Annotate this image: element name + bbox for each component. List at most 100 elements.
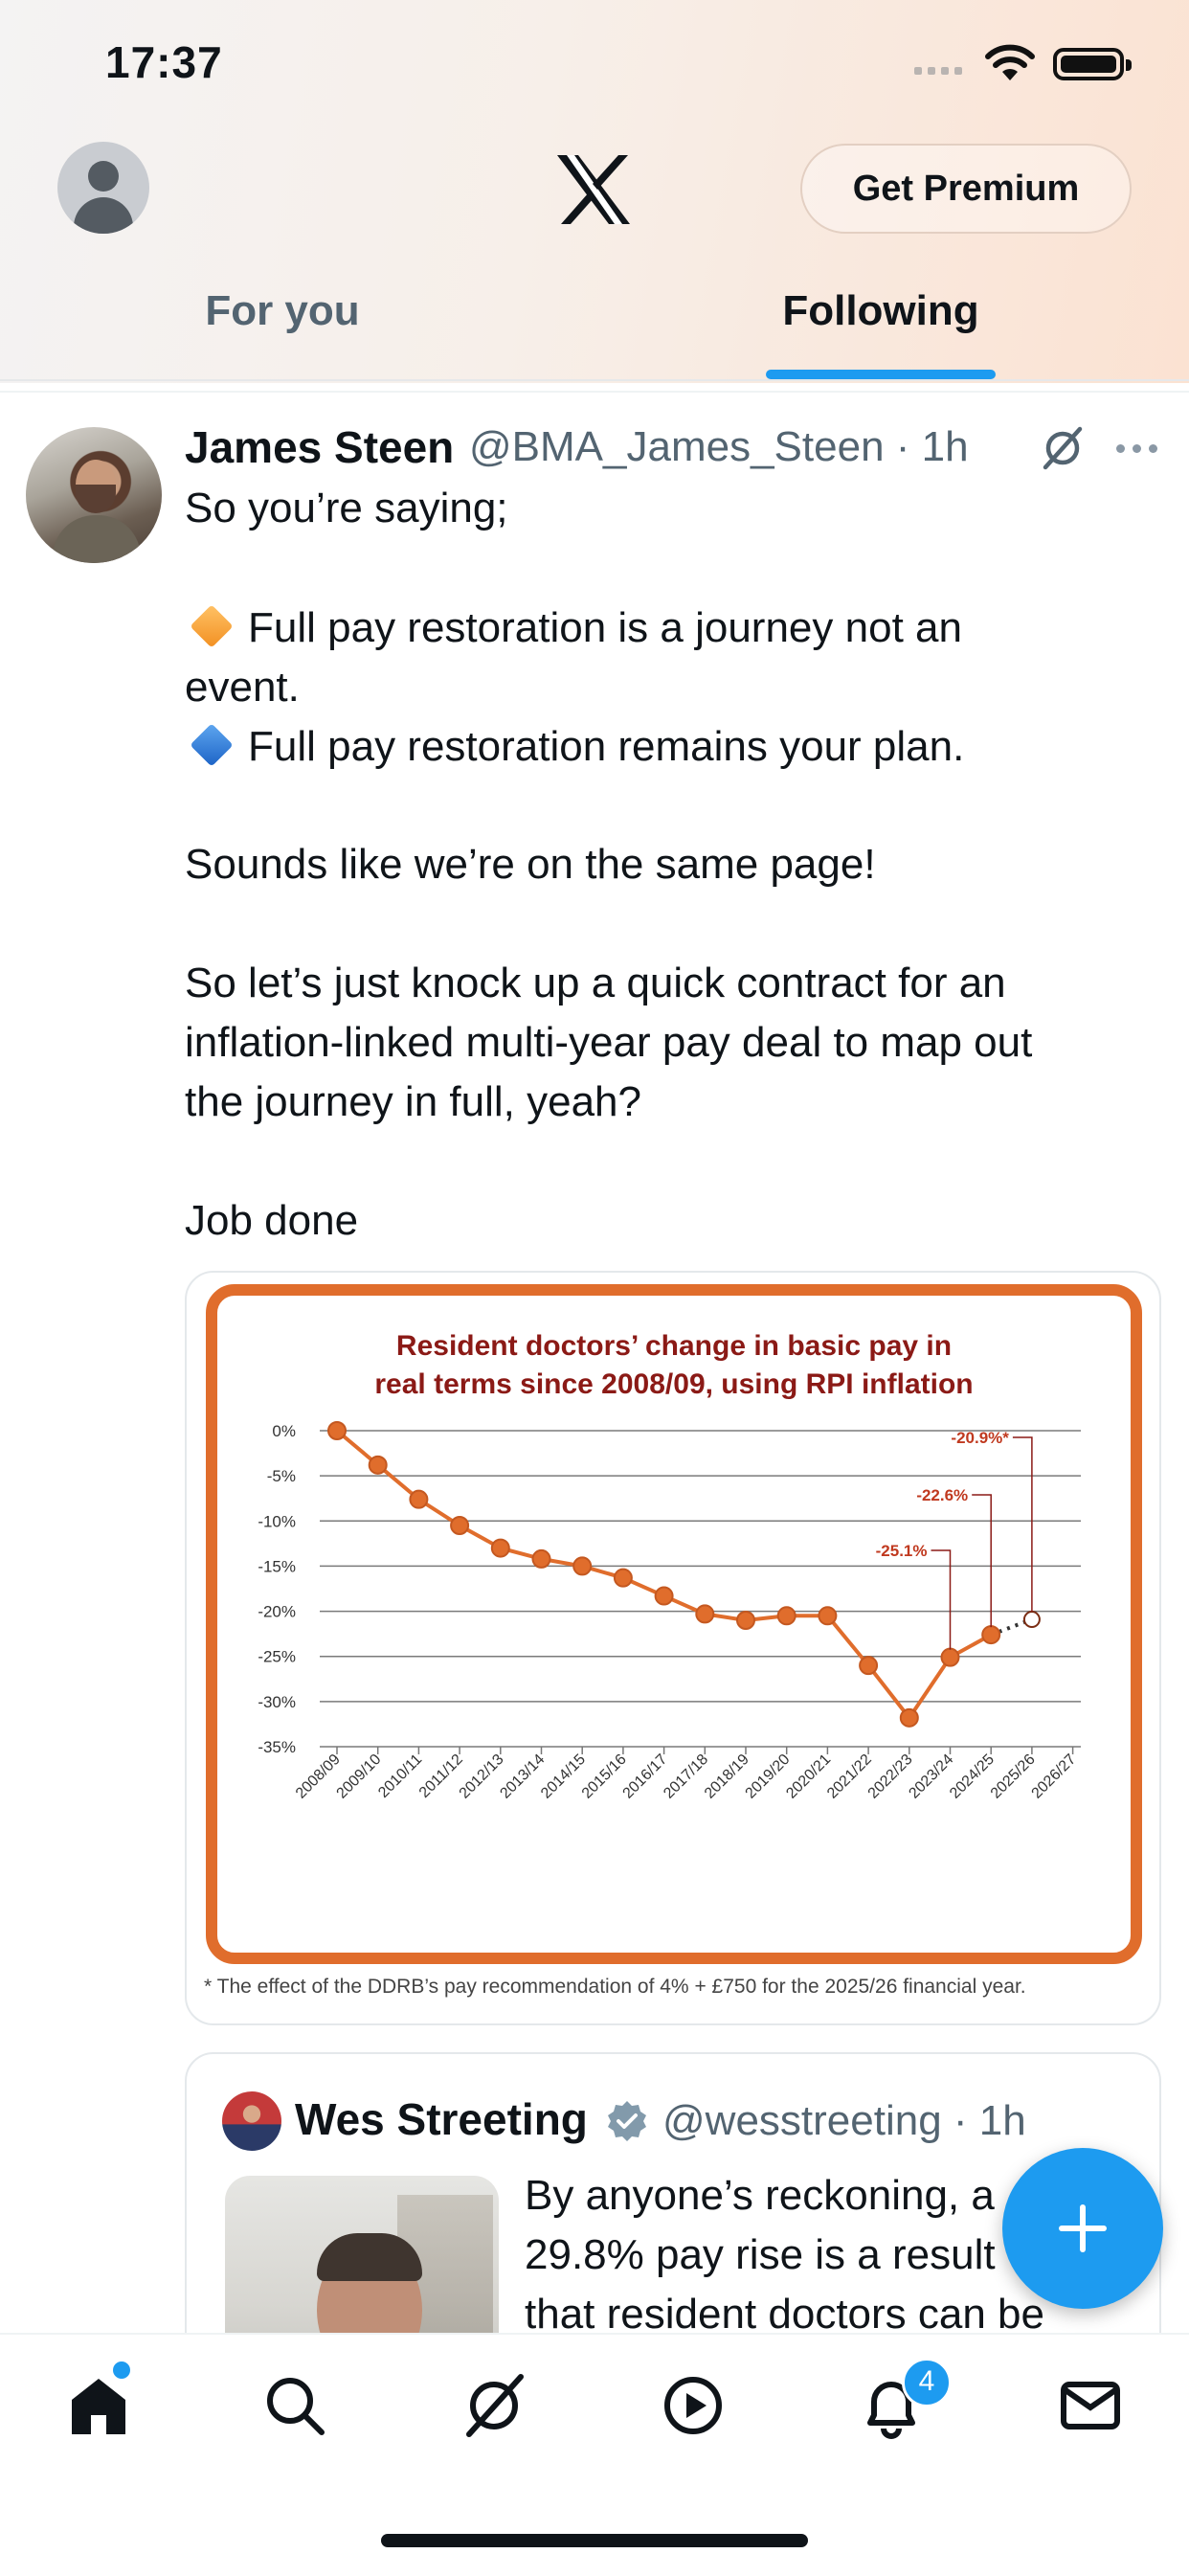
quoted-author-name[interactable]: Wes Streeting bbox=[295, 2094, 588, 2144]
x-tick-label: 2024/25 bbox=[947, 1751, 998, 1802]
profile-avatar[interactable] bbox=[57, 142, 149, 234]
tweet-image-card[interactable]: Resident doctors’ change in basic pay in… bbox=[185, 1271, 1161, 2025]
data-point bbox=[368, 1455, 388, 1475]
x-tick-label: 2017/18 bbox=[661, 1751, 711, 1802]
tweet-text-line: So you’re saying; bbox=[185, 485, 508, 531]
orange-diamond-icon bbox=[190, 604, 234, 648]
x-tick-label: 2008/09 bbox=[293, 1751, 344, 1802]
data-point bbox=[981, 1625, 1001, 1645]
header-divider bbox=[0, 379, 1189, 381]
notifications-icon[interactable] bbox=[857, 2371, 926, 2440]
status-time: 17:37 bbox=[105, 37, 223, 87]
quoted-author-handle[interactable]: @wesstreeting · 1h bbox=[662, 2097, 1026, 2144]
tweet-text-line: Job done bbox=[185, 1197, 359, 1244]
x-tick-label: 2026/27 bbox=[1029, 1751, 1080, 1802]
data-point bbox=[409, 1489, 429, 1509]
x-tick-label: 2012/13 bbox=[457, 1751, 507, 1802]
y-tick-label: -5% bbox=[267, 1467, 296, 1485]
annotation-label: -20.9%* bbox=[951, 1429, 1009, 1447]
tweet-text-line: inflation-linked multi-year pay deal to … bbox=[185, 1019, 1033, 1066]
home-new-indicator bbox=[113, 2361, 130, 2379]
tweet-text-line: Sounds like we’re on the same page! bbox=[185, 841, 876, 888]
notification-count-badge: 4 bbox=[902, 2358, 952, 2407]
series-line bbox=[335, 1429, 993, 1722]
data-point bbox=[327, 1421, 347, 1440]
compose-button[interactable] bbox=[1002, 2148, 1163, 2309]
home-indicator bbox=[381, 2534, 808, 2547]
active-tab-indicator bbox=[766, 370, 996, 379]
x-tick-label: 2021/22 bbox=[824, 1751, 875, 1802]
data-point bbox=[859, 1656, 879, 1676]
annotation-label: -22.6% bbox=[916, 1486, 968, 1504]
annotation-leader bbox=[1012, 1436, 1033, 1613]
data-point bbox=[490, 1538, 510, 1558]
more-options-icon[interactable] bbox=[1116, 442, 1158, 454]
y-tick-label: -10% bbox=[258, 1512, 296, 1530]
annotation-label: -25.1% bbox=[876, 1542, 928, 1560]
data-point bbox=[899, 1707, 919, 1728]
battery-icon bbox=[1053, 48, 1132, 80]
annotation-leader bbox=[972, 1494, 992, 1628]
verified-badge-icon bbox=[605, 2099, 649, 2143]
annotation-leader bbox=[931, 1549, 952, 1650]
home-icon[interactable] bbox=[64, 2371, 133, 2440]
chart-title: Resident doctors’ change in basic pay in… bbox=[374, 1330, 973, 1400]
tweet-text-line: the journey in full, yeah? bbox=[185, 1078, 641, 1125]
x-tick-label: 2014/15 bbox=[538, 1751, 589, 1802]
grok-nav-icon[interactable] bbox=[460, 2371, 528, 2440]
y-tick-label: -20% bbox=[258, 1603, 296, 1621]
quoted-text-line: that resident doctors can be bbox=[525, 2291, 1044, 2338]
x-logo-icon[interactable] bbox=[555, 153, 632, 226]
search-icon[interactable] bbox=[260, 2371, 329, 2440]
messages-icon[interactable] bbox=[1056, 2371, 1125, 2440]
data-point bbox=[736, 1611, 755, 1630]
x-tick-label: 2009/10 bbox=[334, 1751, 385, 1802]
y-tick-label: 0% bbox=[272, 1422, 296, 1440]
y-tick-label: -25% bbox=[258, 1648, 296, 1666]
data-point bbox=[818, 1606, 838, 1626]
x-tick-label: 2015/16 bbox=[579, 1751, 630, 1802]
quoted-text-line: 29.8% pay rise is a result bbox=[525, 2231, 996, 2278]
tweet-author-avatar[interactable] bbox=[26, 427, 162, 563]
grok-icon[interactable] bbox=[1040, 425, 1086, 471]
y-tick-label: -15% bbox=[258, 1557, 296, 1575]
video-icon[interactable] bbox=[659, 2371, 728, 2440]
data-point bbox=[776, 1606, 796, 1626]
x-tick-label: 2020/21 bbox=[783, 1751, 834, 1802]
x-tick-label: 2019/20 bbox=[743, 1751, 794, 1802]
y-tick-label: -35% bbox=[258, 1738, 296, 1756]
quoted-text-line: By anyone’s reckoning, a bbox=[525, 2172, 995, 2219]
tweet-text-line: Full pay restoration is a journey not an bbox=[185, 599, 1152, 658]
data-point bbox=[613, 1568, 633, 1588]
chart-frame: Resident doctors’ change in basic pay in… bbox=[206, 1284, 1142, 1964]
feed-divider bbox=[0, 391, 1189, 393]
x-tick-label: 2010/11 bbox=[375, 1751, 425, 1801]
tab-for-you[interactable]: For you bbox=[205, 287, 360, 334]
x-tick-label: 2018/19 bbox=[702, 1751, 752, 1802]
x-tick-label: 2022/23 bbox=[865, 1751, 916, 1802]
data-point bbox=[654, 1586, 674, 1606]
get-premium-button[interactable]: Get Premium bbox=[800, 144, 1132, 234]
data-point bbox=[572, 1556, 593, 1576]
data-point bbox=[940, 1647, 960, 1667]
x-tick-label: 2013/14 bbox=[497, 1751, 548, 1802]
y-tick-label: -30% bbox=[258, 1693, 296, 1711]
tweet-author-handle[interactable]: @BMA_James_Steen · 1h bbox=[469, 423, 969, 470]
projected-point bbox=[1022, 1611, 1041, 1629]
blue-diamond-icon bbox=[190, 723, 234, 767]
x-tick-label: 2025/26 bbox=[988, 1751, 1039, 1802]
tweet-text-line: So let’s just knock up a quick contract … bbox=[185, 960, 1006, 1006]
cellular-signal-icon bbox=[914, 57, 968, 77]
plus-icon bbox=[1059, 2204, 1107, 2252]
chart-footnote: * The effect of the DDRB’s pay recommend… bbox=[204, 1976, 1026, 1998]
data-point bbox=[450, 1516, 470, 1535]
quoted-author-avatar[interactable] bbox=[222, 2091, 281, 2151]
tweet-author-name[interactable]: James Steen bbox=[185, 422, 455, 472]
wifi-icon bbox=[984, 42, 1036, 87]
line-chart: Resident doctors’ change in basic pay in… bbox=[258, 1330, 1081, 1802]
tab-following[interactable]: Following bbox=[782, 287, 979, 334]
x-tick-label: 2023/24 bbox=[906, 1751, 956, 1802]
x-tick-label: 2016/17 bbox=[620, 1751, 671, 1802]
tweet-text-line: Full pay restoration remains your plan. bbox=[185, 717, 1152, 777]
data-point bbox=[531, 1548, 551, 1569]
